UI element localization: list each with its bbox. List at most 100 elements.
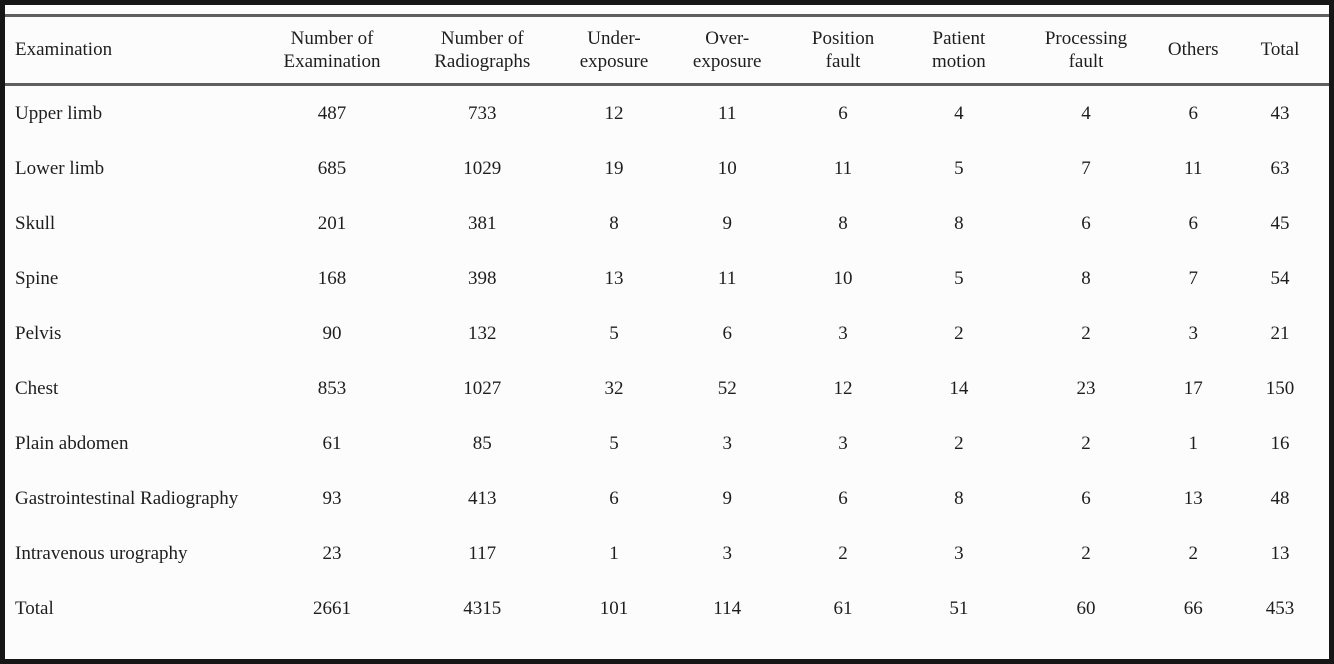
cell-value: 2 [1081, 322, 1091, 344]
cell-value: 4 [954, 102, 964, 124]
cell-value: 5 [954, 157, 964, 179]
cell-value: 13 [1270, 542, 1290, 564]
cell-value: 14 [949, 377, 969, 399]
cell-value: 11 [1184, 157, 1203, 179]
cell-value: 6 [609, 487, 619, 509]
row-label: Gastrointestinal Radiography [15, 487, 239, 509]
cell-value: 150 [1265, 377, 1295, 399]
table-header: Examination Number of Examination Number… [5, 14, 1329, 86]
cell-value: 8 [838, 212, 848, 234]
cell-value: 4315 [463, 597, 502, 619]
row-label: Pelvis [15, 322, 62, 344]
cell-value: 487 [317, 102, 347, 124]
cell-value: 8 [954, 487, 964, 509]
cell-value: 9 [722, 212, 732, 234]
cell-value: 6 [838, 487, 848, 509]
cell-value: 3 [722, 542, 732, 564]
cell-value: 45 [1270, 212, 1290, 234]
header-number-of-examination: Number of Examination [257, 14, 407, 86]
row-label: Upper limb [15, 102, 103, 124]
cell-value: 23 [1076, 377, 1096, 399]
cell-value: 93 [322, 487, 342, 509]
cell-value: 5 [954, 267, 964, 289]
cell-value: 60 [1076, 597, 1096, 619]
cell-value: 3 [1188, 322, 1198, 344]
row-label: Total [15, 597, 54, 619]
cell-value: 61 [833, 597, 853, 619]
cell-value: 66 [1183, 597, 1203, 619]
cell-value: 7 [1081, 157, 1091, 179]
cell-value: 381 [468, 212, 497, 234]
cell-value: 3 [838, 322, 848, 344]
cell-value: 13 [604, 267, 624, 289]
cell-value: 3 [838, 432, 848, 454]
cell-value: 12 [604, 102, 624, 124]
cell-value: 685 [317, 157, 347, 179]
table-body: Upper limb 487 733 12 11 6 4 4 6 43 Lowe… [5, 85, 1329, 637]
cell-value: 1027 [463, 377, 502, 399]
cell-value: 63 [1270, 157, 1290, 179]
cell-value: 168 [317, 267, 347, 289]
table-row: Skull 201 381 8 9 8 8 6 6 45 [5, 196, 1329, 251]
cell-value: 2 [954, 432, 964, 454]
cell-value: 101 [599, 597, 629, 619]
row-label: Lower limb [15, 157, 105, 179]
header-row: Examination Number of Examination Number… [5, 14, 1329, 86]
cell-value: 2661 [313, 597, 352, 619]
cell-value: 85 [472, 432, 492, 454]
cell-value: 8 [954, 212, 964, 234]
cell-value: 10 [833, 267, 853, 289]
table-row: Intravenous urography 23 117 1 3 2 3 2 2… [5, 526, 1329, 581]
cell-value: 19 [604, 157, 624, 179]
table-row: Upper limb 487 733 12 11 6 4 4 6 43 [5, 85, 1329, 142]
cell-value: 733 [468, 102, 497, 124]
cell-value: 12 [833, 377, 853, 399]
cell-value: 6 [1188, 212, 1198, 234]
table-row: Spine 168 398 13 11 10 5 8 7 54 [5, 251, 1329, 306]
radiograph-reject-table: Examination Number of Examination Number… [5, 14, 1329, 636]
cell-value: 17 [1183, 377, 1203, 399]
cell-value: 8 [1081, 267, 1091, 289]
cell-value: 413 [468, 487, 497, 509]
table-row: Pelvis 90 132 5 6 3 2 2 3 21 [5, 306, 1329, 361]
cell-value: 114 [713, 597, 742, 619]
header-total: Total [1230, 14, 1329, 86]
cell-value: 5 [609, 322, 619, 344]
cell-value: 6 [1081, 487, 1091, 509]
cell-value: 2 [954, 322, 964, 344]
cell-value: 11 [718, 102, 737, 124]
cell-value: 201 [317, 212, 347, 234]
cell-value: 6 [838, 102, 848, 124]
cell-value: 2 [1081, 542, 1091, 564]
table-row: Total 2661 4315 101 114 61 51 60 66 453 [5, 581, 1329, 636]
cell-value: 117 [468, 542, 497, 564]
table-row: Chest 853 1027 32 52 12 14 23 17 150 [5, 361, 1329, 416]
cell-value: 1029 [463, 157, 502, 179]
row-label: Chest [15, 377, 59, 399]
cell-value: 6 [1081, 212, 1091, 234]
header-under-exposure: Under- exposure [558, 14, 670, 86]
table-row: Plain abdomen 61 85 5 3 3 2 2 1 16 [5, 416, 1329, 471]
header-processing-fault: Processing fault [1016, 14, 1156, 86]
header-over-exposure: Over- exposure [669, 14, 785, 86]
header-number-of-radiographs: Number of Radiographs [406, 14, 559, 86]
cell-value: 10 [717, 157, 737, 179]
cell-value: 32 [604, 377, 624, 399]
row-label: Spine [15, 267, 59, 289]
cell-value: 21 [1270, 322, 1290, 344]
cell-value: 11 [718, 267, 737, 289]
cell-value: 52 [717, 377, 737, 399]
cell-value: 132 [468, 322, 497, 344]
cell-value: 1 [609, 542, 619, 564]
header-position-fault: Position fault [784, 14, 902, 86]
cell-value: 16 [1270, 432, 1290, 454]
cell-value: 9 [722, 487, 732, 509]
cell-value: 453 [1265, 597, 1295, 619]
cell-value: 6 [722, 322, 732, 344]
cell-value: 90 [322, 322, 342, 344]
cell-value: 23 [322, 542, 342, 564]
cell-value: 398 [468, 267, 497, 289]
cell-value: 48 [1270, 487, 1290, 509]
cell-value: 4 [1081, 102, 1091, 124]
